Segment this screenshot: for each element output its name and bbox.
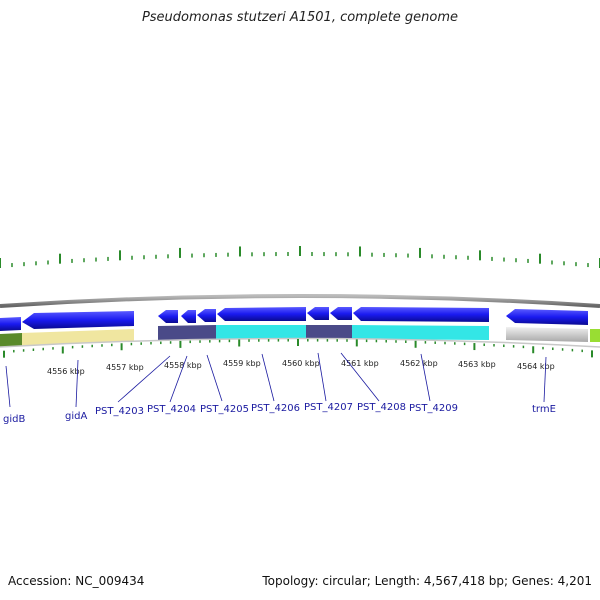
genome-summary-text: Topology: circular; Length: 4,567,418 bp… <box>262 574 592 588</box>
leader-line-gidB <box>5 365 11 408</box>
leader-line-PST_4207 <box>317 352 327 402</box>
page-title: Pseudomonas stutzeri A1501, complete gen… <box>141 10 459 25</box>
kbp-label: 4556 kbp <box>47 367 85 376</box>
leader-line-PST_4203 <box>117 355 171 403</box>
kbp-label: 4557 kbp <box>106 363 144 372</box>
leader-line-PST_4204 <box>169 355 188 403</box>
gene-label-gidA: gidA <box>65 411 87 422</box>
leader-line-trmE <box>543 356 547 403</box>
cog-band-green <box>0 333 22 347</box>
cog-band-purple-1 <box>158 325 216 340</box>
gene-arrow-PST_4207 <box>307 307 329 320</box>
gene-arrow-trmE <box>506 309 588 325</box>
kbp-label: 4559 kbp <box>223 359 261 368</box>
gene-label-leaders <box>5 352 547 408</box>
gene-label-PST_4205: PST_4205 <box>200 404 249 415</box>
kbp-label: 4558 kbp <box>164 361 202 370</box>
cog-band-cyan-2 <box>352 325 489 340</box>
gene-arrow-PST_4208 <box>330 307 352 320</box>
genome-backbone <box>0 294 600 308</box>
kbp-label: 4562 kbp <box>400 359 438 368</box>
leader-line-PST_4209 <box>420 353 431 402</box>
gene-labels: gidB gidA PST_4203 PST_4204 PST_4205 PST… <box>3 402 556 425</box>
gene-label-PST_4208: PST_4208 <box>357 402 406 413</box>
kbp-scale: 4556 kbp 4557 kbp 4558 kbp 4559 kbp 4560… <box>47 359 555 376</box>
cog-band-purple-2 <box>306 325 352 339</box>
kbp-label: 4564 kbp <box>517 362 555 371</box>
gene-label-PST_4207: PST_4207 <box>304 402 353 413</box>
leader-line-PST_4208 <box>340 352 380 402</box>
kbp-label: 4561 kbp <box>341 359 379 368</box>
gene-arrow-PST_4209 <box>353 307 489 322</box>
cog-band-underline <box>0 337 600 348</box>
gene-label-trmE: trmE <box>532 404 556 415</box>
kbp-label: 4563 kbp <box>458 360 496 369</box>
leader-line-PST_4206 <box>261 353 275 402</box>
cog-band-lime <box>590 329 600 342</box>
gene-arrow-gidB <box>0 317 21 331</box>
inner-tick-ring <box>3 339 593 358</box>
gene-arrow-gidA <box>22 311 134 329</box>
gene-label-gidB: gidB <box>3 414 25 425</box>
gene-label-PST_4206: PST_4206 <box>251 403 300 414</box>
gene-arrow-PST_4206 <box>217 307 306 321</box>
gene-label-PST_4203: PST_4203 <box>95 406 144 417</box>
cog-band-cyan-1 <box>216 325 306 339</box>
gene-arrow-PST_4204 <box>181 310 196 323</box>
cog-band-gray <box>506 327 588 342</box>
accession-text: Accession: NC_009434 <box>8 574 145 588</box>
gene-arrow-PST_4205 <box>197 309 216 322</box>
kbp-label: 4560 kbp <box>282 359 320 368</box>
gene-label-PST_4209: PST_4209 <box>409 403 458 414</box>
gene-arrow-PST_4203 <box>158 310 178 323</box>
leader-line-PST_4205 <box>206 354 223 402</box>
gene-label-PST_4204: PST_4204 <box>147 404 196 415</box>
leader-line-gidA <box>75 359 79 408</box>
outer-tick-ring <box>0 246 600 268</box>
